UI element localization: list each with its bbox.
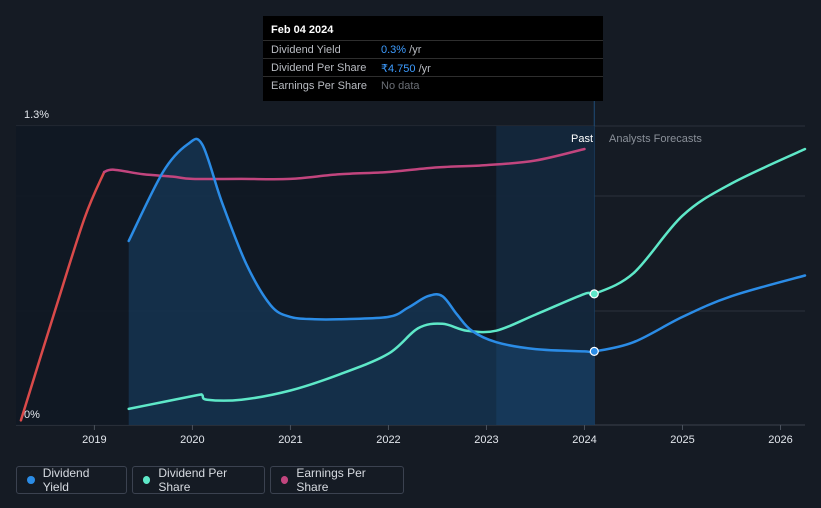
tooltip-value: ₹4.750 — [381, 63, 416, 75]
x-tick-label: 2023 — [474, 434, 498, 446]
legend-dividend-yield[interactable]: Dividend Yield — [16, 466, 127, 494]
y-axis-top-label: 1.3% — [24, 109, 49, 121]
tooltip-row-earnings-per-share: Earnings Per Share No data — [263, 76, 603, 95]
x-tick-label: 2025 — [670, 434, 694, 446]
analysts-forecasts-label: Analysts Forecasts — [609, 133, 702, 145]
legend-label: Dividend Yield — [42, 466, 90, 494]
x-tick-label: 2020 — [180, 434, 204, 446]
dividend-yield-marker — [589, 346, 599, 356]
legend-dot-icon — [143, 476, 151, 484]
tooltip-unit: /yr — [415, 63, 431, 75]
tooltip-label: Dividend Yield — [271, 44, 341, 56]
tooltip-date: Feb 04 2024 — [271, 24, 334, 36]
x-axis-ticks: 2019 2020 2021 2022 2023 2024 2025 2026 — [82, 425, 793, 446]
tooltip: Feb 04 2024 Dividend Yield 0.3% /yr Divi… — [263, 16, 603, 101]
dividend-per-share-line — [127, 147, 807, 411]
tooltip-label: Earnings Per Share — [271, 80, 367, 92]
legend-dividend-per-share[interactable]: Dividend Per Share — [132, 466, 265, 494]
tooltip-value: 0.3% — [381, 44, 407, 56]
x-tick-label: 2019 — [82, 434, 106, 446]
earnings-per-share-line-early — [19, 170, 106, 422]
legend-dot-icon — [281, 476, 289, 484]
x-tick-label: 2021 — [278, 434, 302, 446]
dividend-per-share-marker — [589, 289, 599, 299]
tooltip-row-dividend-yield: Dividend Yield 0.3% /yr — [263, 40, 603, 59]
x-tick-label: 2024 — [572, 434, 596, 446]
x-tick-label: 2022 — [376, 434, 400, 446]
x-tick-label: 2026 — [768, 434, 792, 446]
dividend-yield-area — [128, 138, 595, 425]
tooltip-value: No data — [381, 80, 420, 92]
tooltip-label: Dividend Per Share — [271, 62, 367, 74]
past-future-band — [496, 126, 595, 425]
legend-earnings-per-share[interactable]: Earnings Per Share — [270, 466, 404, 494]
past-region-shade — [16, 126, 595, 425]
earnings-per-share-line — [102, 147, 586, 181]
y-axis-bottom-label: 0% — [24, 409, 40, 421]
legend-label: Dividend Per Share — [158, 466, 228, 494]
tooltip-row-dividend-per-share: Dividend Per Share ₹4.750 /yr — [263, 58, 603, 77]
tooltip-unit: /yr — [406, 44, 422, 56]
legend-label: Earnings Per Share — [296, 466, 366, 494]
past-label: Past — [571, 133, 593, 145]
legend-dot-icon — [27, 476, 35, 484]
